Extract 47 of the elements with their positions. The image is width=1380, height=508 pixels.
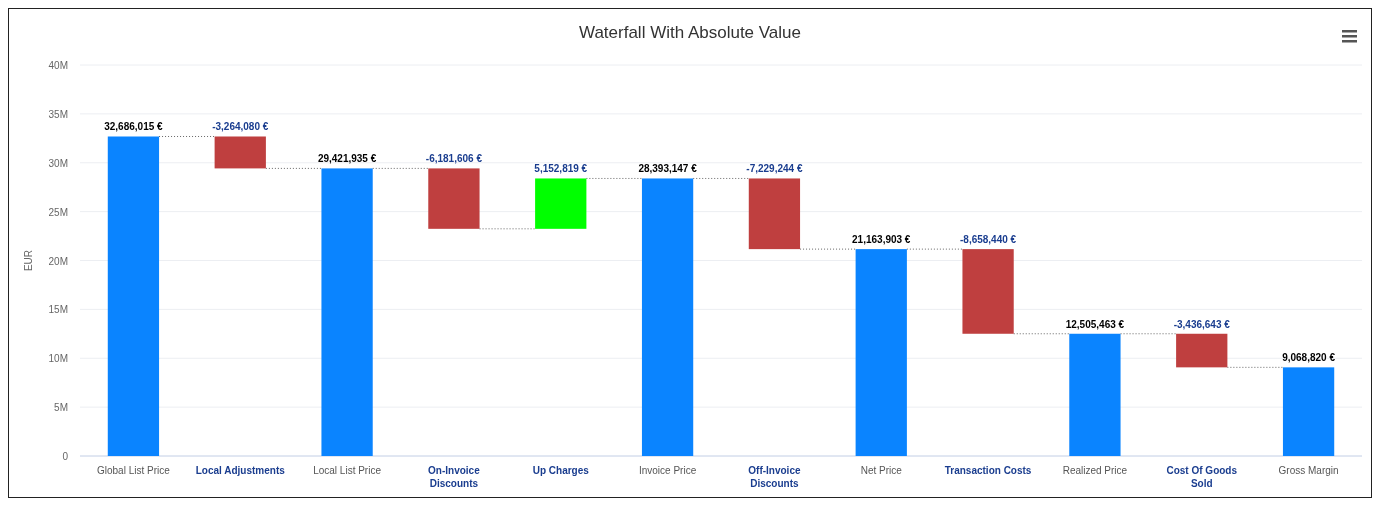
chart-title: Waterfall With Absolute Value (578, 23, 802, 42)
x-tick-label: Up Charges (532, 465, 590, 476)
data-label: 29,421,935 € (317, 153, 377, 165)
data-label: 12,505,463 € (1065, 318, 1125, 330)
x-tick-label: Global List Price (97, 465, 171, 476)
bar (428, 168, 480, 229)
bar (1069, 333, 1121, 456)
data-label: -8,658,440 € (960, 234, 1017, 246)
x-tick-label: Realized Price (1062, 465, 1128, 476)
x-tick-label: Local List Price (313, 465, 382, 476)
y-tick-label: 25M (48, 206, 68, 218)
x-tick-label: Transaction Costs (944, 465, 1032, 476)
y-tick-label: 10M (48, 353, 68, 365)
x-tick-label: Cost Of Goods Sold (1166, 465, 1238, 489)
y-tick-label: 30M (48, 157, 68, 169)
x-tick-label: Invoice Price (638, 465, 697, 476)
bar (535, 178, 587, 229)
data-label: -3,436,643 € (1173, 318, 1231, 330)
x-tick-label: On-Invoice Discounts (428, 465, 481, 489)
y-tick-label: 35M (48, 108, 68, 120)
bar (855, 249, 907, 456)
y-tick-label: 0 (62, 451, 69, 462)
data-label: 28,393,147 € (638, 163, 698, 175)
bar (107, 136, 160, 456)
data-label: 5,152,819 € (534, 163, 588, 175)
x-tick-label: Net Price (860, 465, 903, 476)
y-tick-label: 20M (48, 255, 68, 267)
bar (748, 178, 801, 250)
bar (214, 136, 266, 169)
x-tick-label: Local Adjustments (195, 465, 286, 476)
bar (962, 249, 1014, 334)
y-axis-title: EUR (23, 249, 34, 272)
data-label: -3,264,080 € (212, 121, 269, 133)
x-tick-label: Gross Margin (1278, 465, 1339, 476)
data-label: -7,229,244 € (746, 163, 803, 175)
bar (1176, 333, 1228, 368)
x-tick-label: Off-Invoice Discounts (748, 465, 801, 489)
y-tick-label: 15M (48, 304, 68, 316)
bar (1282, 367, 1335, 456)
y-tick-label: 40M (48, 60, 68, 71)
data-label: -6,181,606 € (425, 153, 483, 165)
y-tick-label: 5M (54, 402, 68, 414)
data-label: 9,068,820 € (1282, 352, 1336, 364)
data-label: 21,163,903 € (852, 234, 911, 246)
bar (641, 178, 694, 456)
data-label: 32,686,015 € (104, 121, 164, 133)
bar (321, 168, 373, 456)
